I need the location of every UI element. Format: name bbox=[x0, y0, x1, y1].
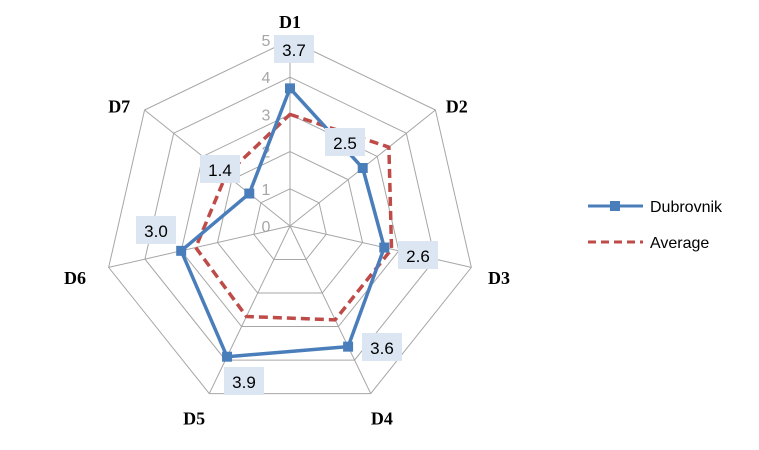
data-point-dubrovnik-d3 bbox=[379, 242, 390, 253]
category-label-d1: D1 bbox=[279, 12, 301, 32]
data-label-box bbox=[136, 216, 176, 244]
legend-square-marker-icon bbox=[610, 201, 620, 211]
data-label-box bbox=[398, 241, 438, 269]
legend-item-dubrovnik[interactable]: Dubrovnik bbox=[588, 199, 723, 216]
grid-ring-1 bbox=[253, 188, 327, 261]
category-labels: D1 D2 D3 D4 D5 D6 D7 bbox=[64, 12, 510, 428]
data-label-value: 3.7 bbox=[282, 41, 306, 60]
tick-label: 0 bbox=[262, 219, 271, 236]
data-label-box bbox=[274, 35, 314, 63]
data-point-dubrovnik-d2 bbox=[357, 163, 368, 174]
data-label-d6: 3.0 bbox=[136, 216, 176, 244]
category-label-d5: D5 bbox=[183, 408, 205, 428]
category-label-d3: D3 bbox=[488, 268, 510, 288]
grid-ring-2 bbox=[216, 151, 364, 294]
data-label-value: 3.0 bbox=[144, 222, 168, 241]
data-label-box bbox=[362, 333, 402, 361]
data-label-d1: 3.7 bbox=[274, 35, 314, 63]
legend-label-dubrovnik: Dubrovnik bbox=[650, 199, 723, 216]
radar-grid bbox=[108, 39, 472, 395]
grid-ring-4 bbox=[144, 76, 436, 361]
category-label-d4: D4 bbox=[371, 408, 393, 428]
data-label-d2: 2.5 bbox=[325, 128, 365, 156]
legend-label-average: Average bbox=[650, 235, 709, 252]
tick-label: 1 bbox=[262, 182, 271, 199]
data-label-d7: 1.4 bbox=[200, 155, 240, 183]
data-label-d4: 3.6 bbox=[362, 333, 402, 361]
tick-label: 3 bbox=[262, 107, 271, 124]
category-label-d6: D6 bbox=[64, 268, 86, 288]
grid-spoke-d5 bbox=[208, 225, 291, 394]
data-label-value: 1.4 bbox=[208, 161, 232, 180]
category-label-d2: D2 bbox=[446, 97, 468, 117]
grid-spoke-d4 bbox=[289, 225, 372, 394]
data-label-value: 2.6 bbox=[406, 247, 430, 266]
data-point-dubrovnik-d6 bbox=[176, 245, 187, 256]
grid-ring-5 bbox=[108, 39, 472, 395]
data-point-dubrovnik-d5 bbox=[222, 351, 233, 362]
series-line-average bbox=[193, 112, 394, 322]
data-label-box bbox=[224, 367, 264, 395]
data-point-dubrovnik-d4 bbox=[343, 341, 354, 352]
grid-ring-3 bbox=[180, 113, 400, 328]
data-label-box bbox=[325, 128, 365, 156]
series-lines bbox=[176, 83, 394, 362]
data-label-d3: 2.6 bbox=[398, 241, 438, 269]
category-label-d7: D7 bbox=[108, 97, 130, 117]
data-label-value: 3.9 bbox=[232, 373, 256, 392]
legend-item-average[interactable]: Average bbox=[588, 235, 709, 252]
grid-spoke-d6 bbox=[108, 225, 291, 268]
data-label-value: 2.5 bbox=[333, 134, 357, 153]
data-label-d5: 3.9 bbox=[224, 367, 264, 395]
series-line-dubrovnik bbox=[179, 86, 387, 359]
data-label-box bbox=[200, 155, 240, 183]
data-label-value: 3.6 bbox=[370, 339, 394, 358]
tick-label: 4 bbox=[262, 70, 271, 87]
tick-label: 5 bbox=[262, 33, 271, 50]
data-labels: 3.7 2.5 2.6 3.6 3.9 3.0 1.4 bbox=[136, 35, 438, 395]
data-point-dubrovnik-d1 bbox=[285, 83, 295, 94]
legend: Dubrovnik Average bbox=[588, 199, 723, 252]
data-point-dubrovnik-d7 bbox=[244, 188, 255, 199]
